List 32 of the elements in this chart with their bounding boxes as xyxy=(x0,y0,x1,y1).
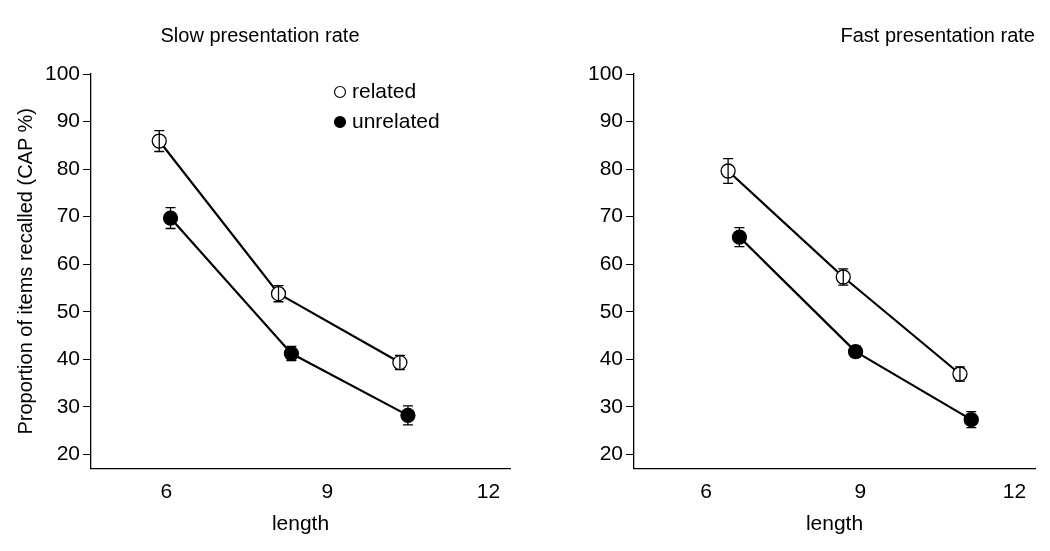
y-tick-label: 60 xyxy=(599,250,624,274)
y-tick-label: 100 xyxy=(587,60,624,84)
legend-label: unrelated xyxy=(352,108,440,132)
chart-title: Fast presentation rate xyxy=(840,23,1035,46)
y-tick-label: 50 xyxy=(599,298,624,322)
y-tick-label: 40 xyxy=(56,346,81,370)
legend-label: related xyxy=(352,78,417,102)
x-tick-label: 6 xyxy=(700,479,712,502)
y-axis-title: Proportion of items recalled (CAP %) xyxy=(13,108,36,435)
y-tick-label: 30 xyxy=(599,393,624,417)
y-tick-label: 20 xyxy=(599,441,624,465)
x-axis-title: length xyxy=(805,511,864,535)
x-tick-label: 12 xyxy=(1002,479,1027,502)
x-tick-label: 12 xyxy=(476,479,501,502)
y-tick-label: 60 xyxy=(56,250,81,274)
y-tick-label: 80 xyxy=(599,155,624,179)
x-tick-label: 6 xyxy=(160,479,173,502)
y-tick-label: 80 xyxy=(56,155,81,179)
y-tick-label: 70 xyxy=(56,203,81,227)
y-tick-label: 50 xyxy=(56,298,81,322)
x-axis-title: length xyxy=(271,511,330,535)
y-tick-label: 70 xyxy=(599,203,624,227)
y-tick-label: 40 xyxy=(599,346,624,370)
y-tick-label: 20 xyxy=(56,441,81,465)
chart-title: Slow presentation rate xyxy=(160,23,360,46)
y-tick-label: 30 xyxy=(56,393,81,417)
y-tick-label: 90 xyxy=(599,108,624,132)
y-tick-label: 90 xyxy=(56,108,81,132)
y-tick-label: 100 xyxy=(44,60,81,84)
x-tick-label: 9 xyxy=(321,479,334,502)
x-tick-label: 9 xyxy=(854,479,867,502)
point xyxy=(162,210,179,226)
